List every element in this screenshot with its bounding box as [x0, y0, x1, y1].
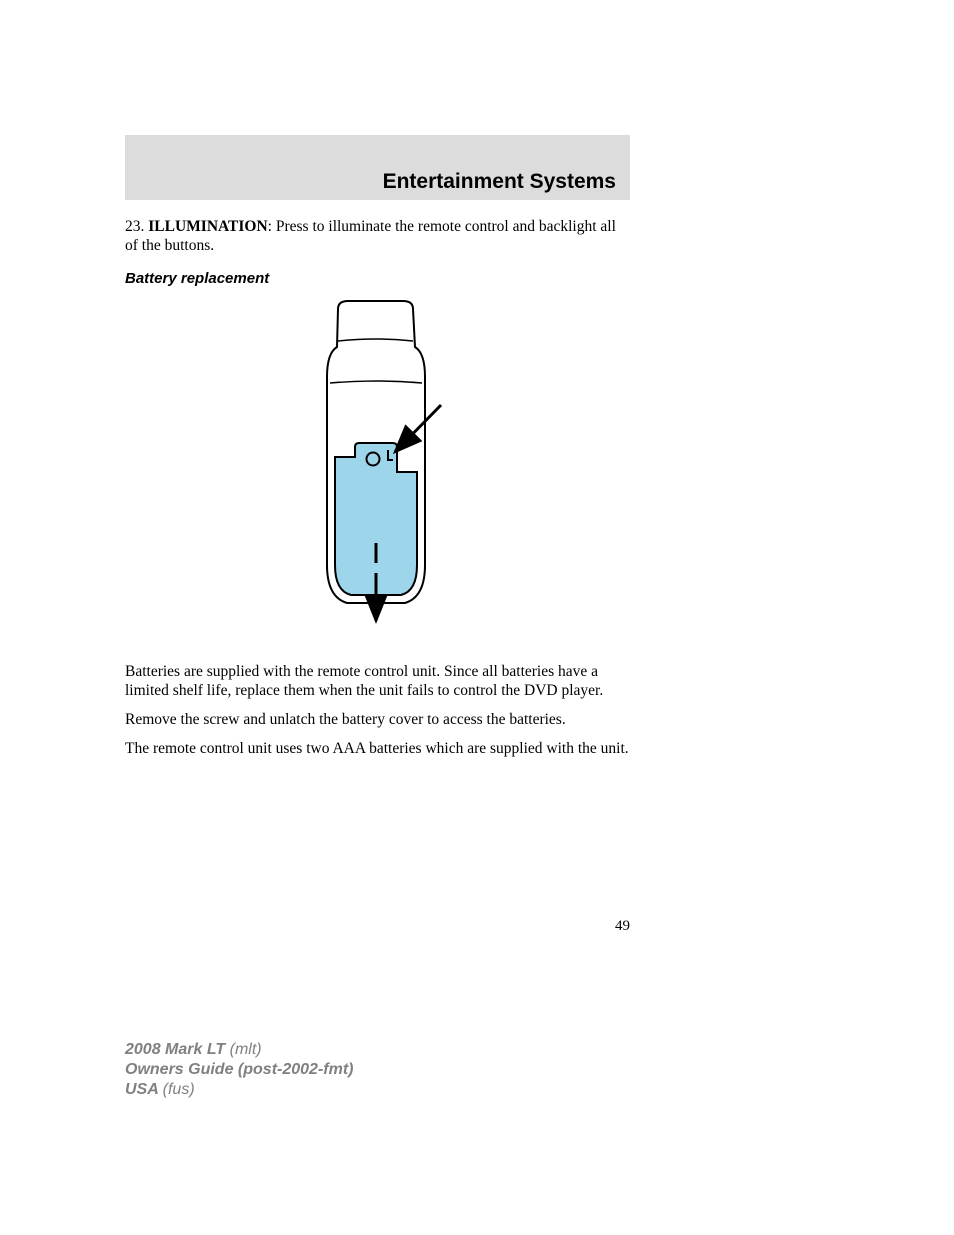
section-title: Entertainment Systems: [383, 170, 616, 194]
footer-region-code: (fus): [163, 1081, 195, 1098]
footer-model: 2008 Mark LT: [125, 1041, 230, 1058]
document-page: Entertainment Systems 23. ILLUMINATION: …: [125, 135, 630, 935]
diagram-container: [125, 297, 630, 637]
subheading-battery-replacement: Battery replacement: [125, 270, 630, 287]
item-bold-label: ILLUMINATION: [148, 218, 267, 235]
footer-line-2: Owners Guide (post-2002-fmt): [125, 1060, 353, 1080]
remote-battery-diagram: [293, 297, 463, 637]
paragraph-batteries-supplied: Batteries are supplied with the remote c…: [125, 663, 630, 701]
item-number: 23.: [125, 218, 148, 235]
footer-line-3: USA (fus): [125, 1080, 353, 1100]
footer-region: USA: [125, 1081, 163, 1098]
header-band: Entertainment Systems: [125, 135, 630, 200]
paragraph-remove-screw: Remove the screw and unlatch the battery…: [125, 711, 630, 730]
footer-guide: Owners Guide (post-2002-fmt): [125, 1061, 353, 1078]
footer-block: 2008 Mark LT (mlt) Owners Guide (post-20…: [125, 1040, 353, 1100]
footer-model-code: (mlt): [230, 1041, 262, 1058]
footer-line-1: 2008 Mark LT (mlt): [125, 1040, 353, 1060]
paragraph-illumination: 23. ILLUMINATION: Press to illuminate th…: [125, 218, 630, 256]
page-number: 49: [125, 918, 630, 935]
paragraph-two-aaa: The remote control unit uses two AAA bat…: [125, 740, 630, 759]
